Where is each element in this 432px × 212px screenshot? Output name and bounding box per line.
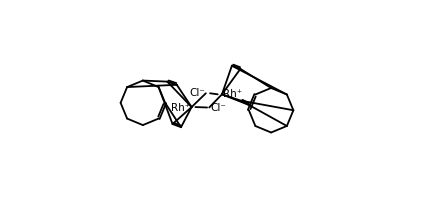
Text: Rh⁺: Rh⁺ [172,103,191,113]
Text: Cl⁻: Cl⁻ [210,103,226,113]
Text: Rh⁺: Rh⁺ [223,89,242,99]
Text: Cl⁻: Cl⁻ [189,88,205,98]
